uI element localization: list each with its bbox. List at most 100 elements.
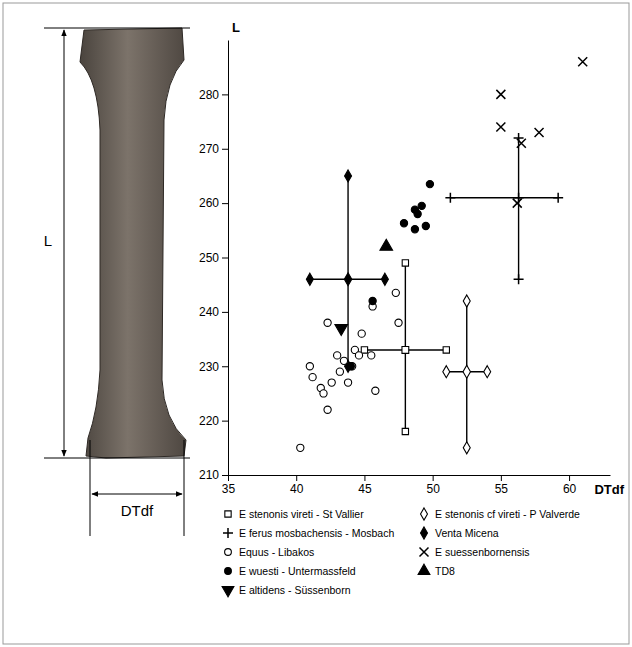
y-tick-label: 240 xyxy=(199,305,219,319)
point xyxy=(513,199,522,208)
frame xyxy=(3,3,629,644)
point xyxy=(324,406,331,413)
range-end-marker xyxy=(345,170,352,182)
x-range-bar xyxy=(450,197,558,198)
y-range-bar xyxy=(347,176,348,366)
point xyxy=(463,365,470,378)
x-tick-mark xyxy=(364,475,365,481)
y-tick: 270 xyxy=(199,142,228,156)
range-end-marker xyxy=(463,295,470,307)
point xyxy=(344,273,351,286)
range-end-marker xyxy=(484,366,491,378)
point xyxy=(324,319,331,326)
legend-label: E ferus mosbachensis - Mosbach xyxy=(239,527,394,539)
legend-label: E stenonis cf vireti - P Valverde xyxy=(435,508,580,520)
legend-item: E stenonis vireti - St Vallier xyxy=(225,508,364,520)
range-end-marker xyxy=(445,193,455,203)
point xyxy=(320,390,327,397)
legend-marker xyxy=(225,511,231,517)
bone xyxy=(80,28,186,458)
series xyxy=(445,133,563,284)
legend-label: E altidens - Süssenborn xyxy=(239,584,351,596)
legend-item: E altidens - Süssenborn xyxy=(222,584,351,597)
point xyxy=(535,128,544,137)
y-axis-line xyxy=(228,41,229,476)
point xyxy=(418,202,425,209)
y-tick: 280 xyxy=(199,88,228,102)
legend-marker xyxy=(223,528,233,538)
point xyxy=(355,352,362,359)
point xyxy=(347,363,354,370)
point xyxy=(496,123,505,132)
legend-label: E stenonis vireti - St Vallier xyxy=(239,508,364,520)
y-tick-mark xyxy=(222,421,228,422)
x-tick-label: 45 xyxy=(358,482,372,496)
series xyxy=(306,170,388,372)
legend-marker xyxy=(418,564,430,574)
figure: LDTdf35404550556021022023024025026027028… xyxy=(0,0,632,647)
bone-diagram: LDTdf xyxy=(44,28,190,536)
y-axis-title: L xyxy=(232,20,240,35)
x-tick-label: 60 xyxy=(563,482,577,496)
point xyxy=(578,57,587,66)
y-tick-label: 250 xyxy=(199,251,219,265)
y-range-bar xyxy=(518,138,519,279)
range-end-marker xyxy=(553,193,563,203)
point xyxy=(402,347,409,354)
width-arrow xyxy=(92,494,182,495)
legend-label: Venta Micena xyxy=(435,527,499,539)
point xyxy=(380,239,393,250)
point xyxy=(369,297,376,304)
x-tick-mark xyxy=(433,475,434,481)
y-tick-mark xyxy=(222,366,228,367)
x-tick-mark xyxy=(228,475,229,481)
point xyxy=(340,357,347,364)
x-tick-mark xyxy=(569,475,570,481)
point xyxy=(517,139,526,148)
series xyxy=(347,180,433,369)
point xyxy=(368,352,375,359)
point xyxy=(372,387,379,394)
y-tick-label: 210 xyxy=(199,468,219,482)
range-end-marker xyxy=(443,347,449,353)
legend: E stenonis vireti - St Vallier E stenonis… xyxy=(222,508,580,597)
legend-marker xyxy=(420,548,429,557)
point xyxy=(297,444,304,451)
range-end-marker xyxy=(463,442,470,454)
legend-label: TD8 xyxy=(435,565,455,577)
y-tick-mark xyxy=(222,203,228,204)
y-tick-label: 260 xyxy=(199,196,219,210)
point xyxy=(344,379,351,386)
width-label: DTdf xyxy=(121,502,154,519)
x-tick-mark xyxy=(501,475,502,481)
x-tick-mark xyxy=(296,475,297,481)
series xyxy=(380,239,393,250)
legend-label: E wuesti - Untermassfeld xyxy=(239,565,356,577)
legend-item: Venta Micena xyxy=(421,527,499,539)
legend-marker xyxy=(225,568,232,575)
extension-line xyxy=(184,440,185,536)
range-end-marker xyxy=(402,260,408,266)
legend-label: E suessenbornensis xyxy=(435,546,530,558)
legend-marker xyxy=(225,549,232,556)
point xyxy=(496,90,505,99)
point xyxy=(395,319,402,326)
x-tick: 40 xyxy=(290,475,304,496)
point xyxy=(328,379,335,386)
x-tick: 45 xyxy=(358,475,372,496)
x-tick-label: 55 xyxy=(495,482,509,496)
x-tick: 50 xyxy=(426,475,440,496)
range-end-marker xyxy=(402,428,408,434)
x-tick-label: 40 xyxy=(290,482,304,496)
legend-item: E wuesti - Untermassfeld xyxy=(225,565,356,577)
y-tick-label: 270 xyxy=(199,142,219,156)
x-tick-label: 50 xyxy=(426,482,440,496)
x-axis-title: DTdf xyxy=(594,482,624,497)
legend-item: E ferus mosbachensis - Mosbach xyxy=(223,527,394,539)
series xyxy=(297,289,402,451)
range-end-marker xyxy=(514,274,524,284)
legend-item: Equus - Libakos xyxy=(225,546,315,558)
y-tick: 250 xyxy=(199,251,228,265)
y-tick: 230 xyxy=(199,360,228,374)
y-tick-label: 220 xyxy=(199,414,219,428)
